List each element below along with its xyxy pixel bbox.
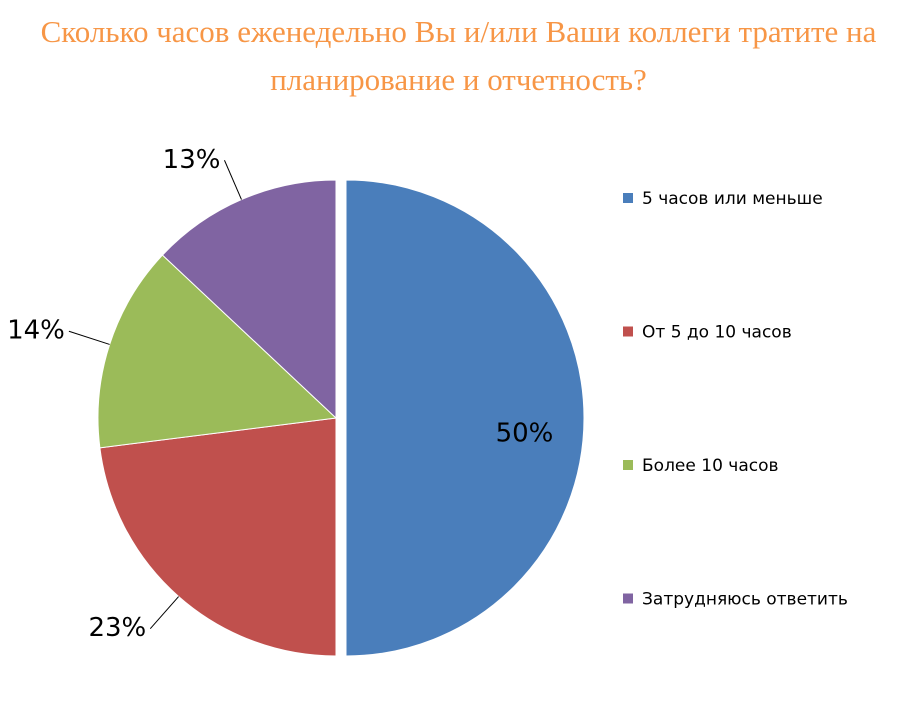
legend-label: От 5 до 10 часов <box>642 323 792 343</box>
pie-slice <box>97 254 338 449</box>
legend-label: 5 часов или меньше <box>642 189 823 209</box>
chart-title: Сколько часов еженедельно Вы и/или Ваши … <box>40 14 877 97</box>
data-label: 23% <box>88 613 146 643</box>
legend-marker <box>623 326 633 337</box>
legend-marker <box>623 593 633 604</box>
leader-line <box>224 160 242 200</box>
legend-marker <box>623 193 633 203</box>
data-label: 14% <box>7 316 65 346</box>
pie-slice <box>345 179 585 657</box>
data-label: 50% <box>496 419 554 449</box>
legend-label: Затрудняюсь ответить <box>642 590 848 610</box>
data-label: 13% <box>163 145 221 175</box>
legend-marker <box>623 460 633 470</box>
pie-slice <box>99 417 337 657</box>
leader-line <box>68 330 110 345</box>
legend-label: Более 10 часов <box>642 456 779 476</box>
leader-line <box>149 596 179 629</box>
